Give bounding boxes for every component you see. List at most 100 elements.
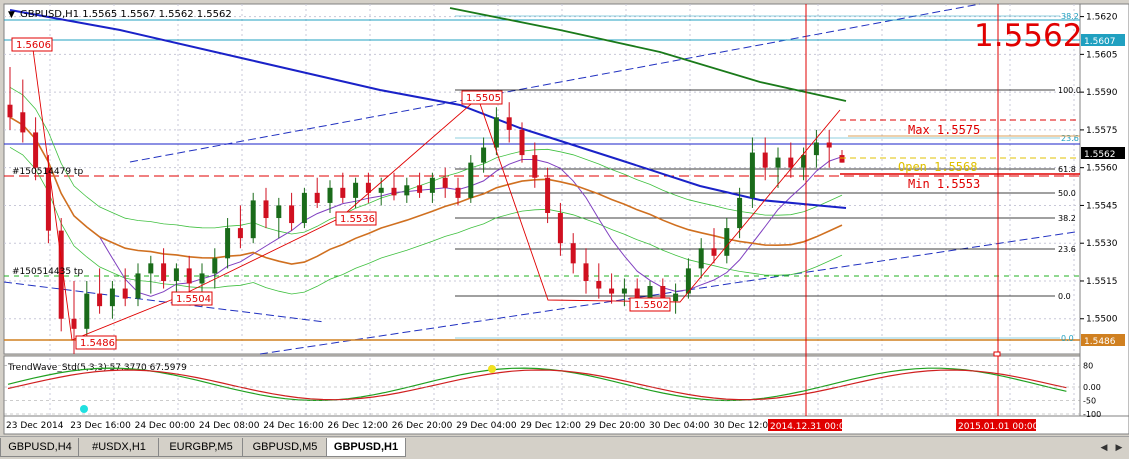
tab-eurgbp-m5[interactable]: EURGBP,M5	[158, 438, 244, 457]
indicator-scale: 80 0.00 -50 -100	[1083, 361, 1101, 419]
indicator-scale-label: 0.00	[1083, 383, 1101, 392]
indicator-scale-label: 80	[1083, 361, 1093, 370]
svg-text:1.5502: 1.5502	[634, 300, 669, 311]
candle-bear	[20, 112, 26, 133]
price-label-1536: 1.5536	[335, 211, 377, 226]
ma-orange-line	[9, 116, 843, 265]
tab-gbpusd-h4[interactable]: GBPUSD,H4	[0, 438, 80, 457]
fibonacci-retracement[interactable]: 100.0 61.8 50.0 38.2 23.6 0.0 38.2 23.6 0.0	[455, 12, 1081, 343]
candle-bear	[519, 129, 525, 156]
candle-bull	[647, 286, 653, 299]
svg-text:1.5562: 1.5562	[1084, 150, 1116, 160]
price-tick-label: 1.5500	[1086, 315, 1118, 325]
price-tick-label: 1.5560	[1086, 164, 1118, 174]
order-label-2: #150514435 tp	[12, 267, 83, 277]
price-tick-label: 1.5575	[1086, 126, 1118, 136]
candle-bear	[788, 157, 794, 168]
candle-bear	[7, 104, 13, 118]
candle-bear	[417, 185, 423, 193]
svg-text:1.5505: 1.5505	[466, 93, 501, 104]
candle-bear	[122, 288, 128, 299]
fib-right-label: 0.0	[1061, 334, 1074, 343]
tab--usdx-h1[interactable]: #USDX,H1	[78, 438, 160, 457]
candle-bear	[634, 288, 640, 299]
fib-level-label: 100.0	[1058, 86, 1081, 95]
time-axis-label: 24 Dec 00:00	[135, 421, 196, 431]
ma-green-line	[449, 7, 847, 102]
candle-bull	[468, 162, 474, 198]
candle-bear	[596, 280, 602, 289]
candle-bear	[826, 142, 832, 148]
candle-bear	[557, 212, 563, 244]
candle-bear	[33, 132, 39, 168]
indicator-scale-label: -50	[1083, 397, 1096, 406]
fib-level-label: 0.0	[1058, 292, 1071, 301]
candle-bear	[71, 318, 77, 329]
candle-bear	[570, 243, 576, 264]
candle-bull	[84, 293, 90, 329]
price-label-1502: 1.5502	[629, 297, 671, 312]
time-highlight-2: 2015.01.01 00:00	[956, 419, 1039, 432]
time-axis-label: 29 Dec 04:00	[456, 421, 517, 431]
tab-scroll-right-icon[interactable]: ▶	[1115, 442, 1123, 452]
time-axis-label: 23 Dec 16:00	[70, 421, 131, 431]
time-axis-label: 29 Dec 12:00	[520, 421, 581, 431]
fib-right-label: 23.6	[1061, 134, 1079, 143]
price-tick-label: 1.5530	[1086, 239, 1118, 249]
candle-bull	[429, 177, 435, 193]
moving-averages	[9, 7, 847, 297]
svg-text:1.5504: 1.5504	[176, 294, 211, 305]
open-label: Open 1.5568	[898, 160, 977, 174]
candle-bear	[314, 192, 320, 203]
candle-bull	[212, 258, 218, 274]
candle-bull	[493, 117, 499, 148]
candle-bull	[724, 228, 730, 256]
candle-bear	[340, 187, 346, 198]
big-price-label: 1.5562	[974, 18, 1082, 54]
candle-bull	[698, 248, 704, 269]
candle-bear	[289, 205, 295, 224]
fib-level-label: 23.6	[1058, 245, 1076, 254]
indicator-panel[interactable]	[3, 355, 1081, 417]
candle-bear	[545, 177, 551, 213]
svg-text:1.5607: 1.5607	[1084, 37, 1116, 47]
tab-scroll-left-icon[interactable]: ◀	[1100, 442, 1108, 452]
axis-box-current: 1.5562	[1081, 147, 1125, 160]
time-axis: 23 Dec 2014 23 Dec 16:00 24 Dec 00:00 24 De…	[6, 421, 824, 431]
candles-group[interactable]	[7, 66, 845, 354]
candle-bull	[481, 147, 487, 163]
min-label: Min 1.5553	[908, 177, 980, 191]
candle-bull	[673, 293, 679, 302]
candle-bull	[749, 152, 755, 198]
candle-bear	[186, 268, 192, 284]
price-tick-label: 1.5515	[1086, 277, 1118, 287]
time-axis-label: 24 Dec 08:00	[199, 421, 260, 431]
tab-gbpusd-h1[interactable]: GBPUSD,H1	[326, 438, 406, 457]
candle-bear	[442, 177, 448, 188]
indicator-signal-dot-bottom	[80, 405, 88, 413]
candle-bull	[225, 228, 231, 259]
indicator-signal-dot-top	[488, 365, 496, 373]
upper-channel-line	[129, 3, 981, 163]
time-axis-label: 24 Dec 16:00	[263, 421, 324, 431]
price-label-1504: 1.5504	[171, 291, 213, 306]
price-tick-label: 1.5545	[1086, 201, 1118, 211]
candle-bear	[762, 152, 768, 168]
price-axis: 1.5620 1.5605 1.5590 1.5575 1.5560 1.5545 1.55…	[1080, 13, 1118, 325]
header-dropdown-icon[interactable]: ▼	[8, 10, 15, 20]
time-axis-label: 29 Dec 20:00	[585, 421, 646, 431]
time-axis-label: 30 Dec 04:00	[649, 421, 710, 431]
band-upper	[9, 86, 843, 235]
candle-bull	[685, 268, 691, 294]
fib-level-label: 38.2	[1058, 214, 1076, 223]
left-down-channel	[3, 281, 326, 323]
svg-text:1.5536: 1.5536	[340, 214, 375, 225]
price-chart[interactable]: 100.0 61.8 50.0 38.2 23.6 0.0 38.2 23.6 0.0 GBPU…	[0, 0, 1129, 436]
axis-box-1607: 1.5607	[1081, 34, 1125, 47]
candle-bull	[199, 273, 205, 284]
fib-level-label: 50.0	[1058, 189, 1076, 198]
svg-text:1.5486: 1.5486	[1084, 337, 1116, 347]
tab-gbpusd-m5[interactable]: GBPUSD,M5	[242, 438, 328, 457]
fib-right-label: 38.2	[1061, 12, 1079, 21]
axis-box-1486: 1.5486	[1081, 334, 1125, 347]
